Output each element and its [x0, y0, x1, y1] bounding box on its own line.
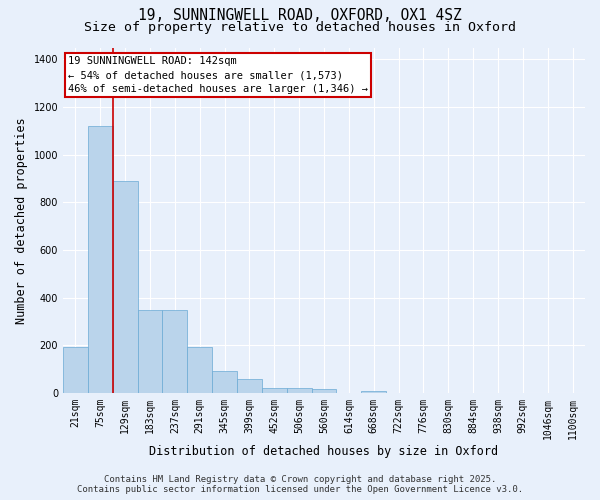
- Text: Contains HM Land Registry data © Crown copyright and database right 2025.
Contai: Contains HM Land Registry data © Crown c…: [77, 474, 523, 494]
- Bar: [287, 388, 311, 393]
- Bar: [262, 388, 287, 393]
- Bar: [88, 126, 113, 393]
- Text: 19, SUNNINGWELL ROAD, OXFORD, OX1 4SZ: 19, SUNNINGWELL ROAD, OXFORD, OX1 4SZ: [138, 8, 462, 22]
- Bar: [212, 371, 237, 393]
- Text: Size of property relative to detached houses in Oxford: Size of property relative to detached ho…: [84, 21, 516, 34]
- Bar: [113, 181, 137, 393]
- Text: 19 SUNNINGWELL ROAD: 142sqm
← 54% of detached houses are smaller (1,573)
46% of : 19 SUNNINGWELL ROAD: 142sqm ← 54% of det…: [68, 56, 368, 94]
- Bar: [163, 310, 187, 393]
- Y-axis label: Number of detached properties: Number of detached properties: [15, 117, 28, 324]
- Bar: [63, 346, 88, 393]
- Bar: [361, 390, 386, 393]
- Bar: [311, 390, 337, 393]
- Bar: [137, 310, 163, 393]
- Bar: [187, 346, 212, 393]
- X-axis label: Distribution of detached houses by size in Oxford: Distribution of detached houses by size …: [149, 444, 499, 458]
- Bar: [237, 380, 262, 393]
